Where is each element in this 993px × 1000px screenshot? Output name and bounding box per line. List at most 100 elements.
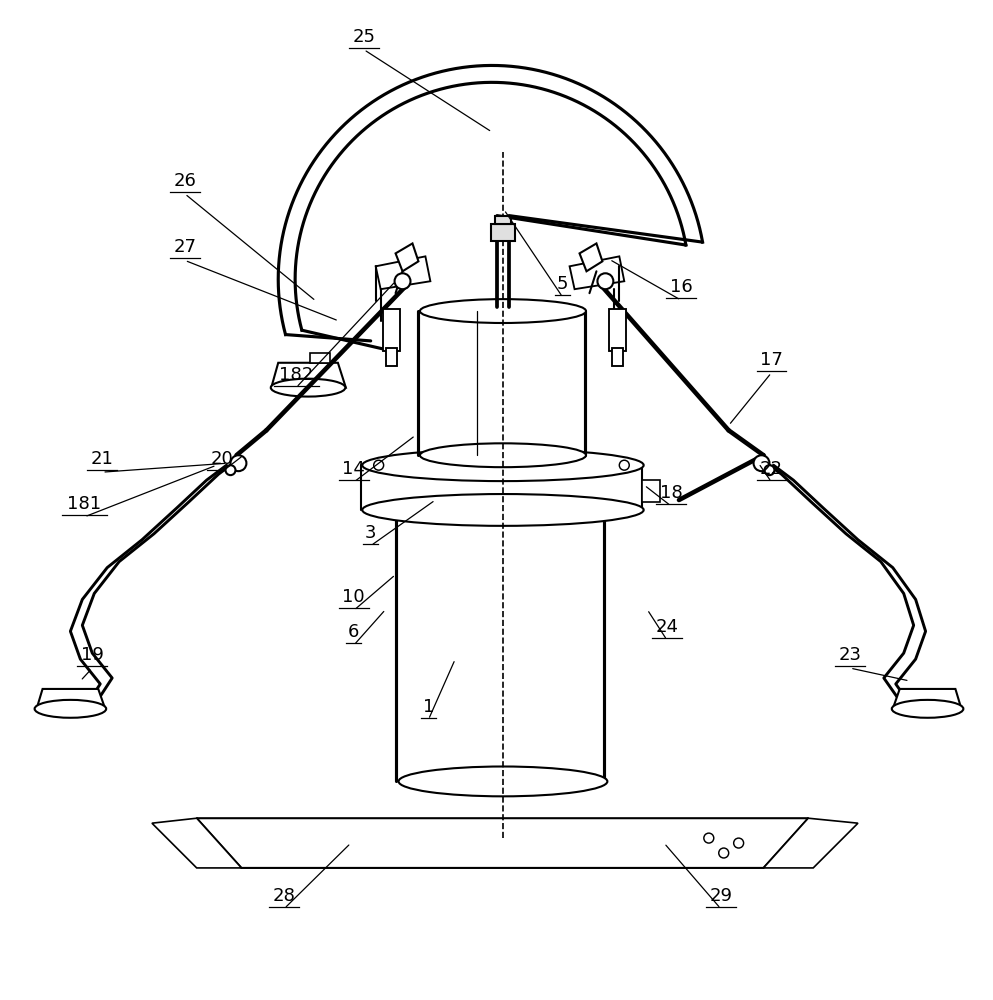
Circle shape bbox=[620, 460, 630, 470]
Polygon shape bbox=[303, 173, 322, 187]
Polygon shape bbox=[638, 137, 656, 153]
Text: 29: 29 bbox=[709, 887, 732, 905]
Polygon shape bbox=[284, 324, 302, 335]
Polygon shape bbox=[535, 71, 546, 89]
Polygon shape bbox=[285, 218, 304, 229]
Polygon shape bbox=[484, 65, 491, 82]
Text: 22: 22 bbox=[760, 460, 782, 478]
Polygon shape bbox=[491, 65, 497, 82]
Polygon shape bbox=[289, 204, 308, 216]
Polygon shape bbox=[384, 91, 398, 109]
Polygon shape bbox=[654, 159, 672, 174]
Polygon shape bbox=[395, 243, 418, 271]
Polygon shape bbox=[554, 76, 566, 94]
Polygon shape bbox=[589, 93, 604, 111]
Bar bbox=[642, 480, 660, 502]
Polygon shape bbox=[516, 67, 525, 85]
Polygon shape bbox=[503, 66, 511, 83]
Polygon shape bbox=[366, 102, 382, 120]
Polygon shape bbox=[463, 67, 472, 84]
Polygon shape bbox=[278, 279, 295, 286]
Text: 17: 17 bbox=[760, 351, 782, 369]
Polygon shape bbox=[658, 165, 676, 179]
Polygon shape bbox=[477, 66, 485, 83]
Bar bbox=[385, 348, 396, 366]
Polygon shape bbox=[331, 134, 348, 150]
Polygon shape bbox=[282, 231, 300, 241]
Bar bbox=[491, 224, 515, 241]
Polygon shape bbox=[566, 81, 579, 99]
Ellipse shape bbox=[420, 299, 586, 323]
Polygon shape bbox=[570, 256, 625, 289]
Polygon shape bbox=[510, 66, 518, 84]
Polygon shape bbox=[580, 243, 603, 271]
Polygon shape bbox=[375, 256, 430, 289]
Polygon shape bbox=[606, 104, 621, 122]
Polygon shape bbox=[541, 72, 553, 90]
Polygon shape bbox=[281, 238, 299, 247]
Circle shape bbox=[765, 465, 775, 475]
Text: 16: 16 bbox=[669, 278, 692, 296]
Polygon shape bbox=[630, 127, 646, 143]
Polygon shape bbox=[621, 117, 637, 134]
Text: 21: 21 bbox=[90, 450, 113, 468]
Text: 24: 24 bbox=[655, 618, 678, 636]
Circle shape bbox=[754, 455, 770, 471]
Text: 23: 23 bbox=[838, 646, 862, 664]
Polygon shape bbox=[436, 71, 446, 89]
Circle shape bbox=[394, 273, 410, 289]
Circle shape bbox=[598, 273, 614, 289]
Polygon shape bbox=[297, 185, 315, 198]
Circle shape bbox=[225, 465, 235, 475]
Bar bbox=[613, 348, 624, 366]
Polygon shape bbox=[647, 148, 664, 163]
Text: 1: 1 bbox=[423, 698, 434, 716]
Polygon shape bbox=[409, 80, 422, 98]
Text: 5: 5 bbox=[557, 275, 568, 293]
Polygon shape bbox=[678, 208, 696, 220]
Bar bbox=[495, 216, 511, 224]
Text: 20: 20 bbox=[211, 450, 233, 468]
Polygon shape bbox=[287, 211, 306, 222]
Polygon shape bbox=[611, 109, 627, 126]
Polygon shape bbox=[279, 292, 296, 300]
Polygon shape bbox=[279, 252, 297, 260]
Polygon shape bbox=[572, 84, 585, 102]
Polygon shape bbox=[449, 68, 459, 86]
Circle shape bbox=[230, 455, 246, 471]
Text: 14: 14 bbox=[343, 460, 365, 478]
Polygon shape bbox=[442, 70, 453, 88]
Polygon shape bbox=[279, 259, 296, 267]
Ellipse shape bbox=[271, 379, 346, 397]
Polygon shape bbox=[278, 286, 296, 293]
Polygon shape bbox=[310, 161, 328, 176]
Polygon shape bbox=[281, 311, 299, 321]
Polygon shape bbox=[497, 66, 504, 83]
Polygon shape bbox=[300, 179, 318, 193]
Polygon shape bbox=[675, 202, 694, 214]
Ellipse shape bbox=[362, 494, 643, 526]
Polygon shape bbox=[378, 95, 393, 112]
Polygon shape bbox=[670, 189, 689, 202]
Polygon shape bbox=[683, 228, 701, 239]
Polygon shape bbox=[643, 142, 660, 158]
Ellipse shape bbox=[420, 443, 586, 467]
Polygon shape bbox=[282, 318, 300, 328]
Text: 181: 181 bbox=[68, 495, 101, 513]
Text: 19: 19 bbox=[80, 646, 103, 664]
Polygon shape bbox=[152, 818, 241, 868]
Polygon shape bbox=[346, 119, 361, 136]
Bar bbox=[382, 309, 399, 351]
Bar bbox=[610, 309, 627, 351]
Polygon shape bbox=[429, 73, 440, 91]
Circle shape bbox=[704, 833, 714, 843]
Polygon shape bbox=[661, 171, 679, 185]
Polygon shape bbox=[279, 299, 297, 307]
Polygon shape bbox=[422, 75, 434, 93]
Ellipse shape bbox=[362, 449, 643, 481]
Text: 6: 6 bbox=[349, 623, 359, 641]
Text: 182: 182 bbox=[279, 366, 313, 384]
Ellipse shape bbox=[398, 767, 608, 796]
Polygon shape bbox=[396, 85, 410, 103]
Polygon shape bbox=[681, 222, 700, 232]
